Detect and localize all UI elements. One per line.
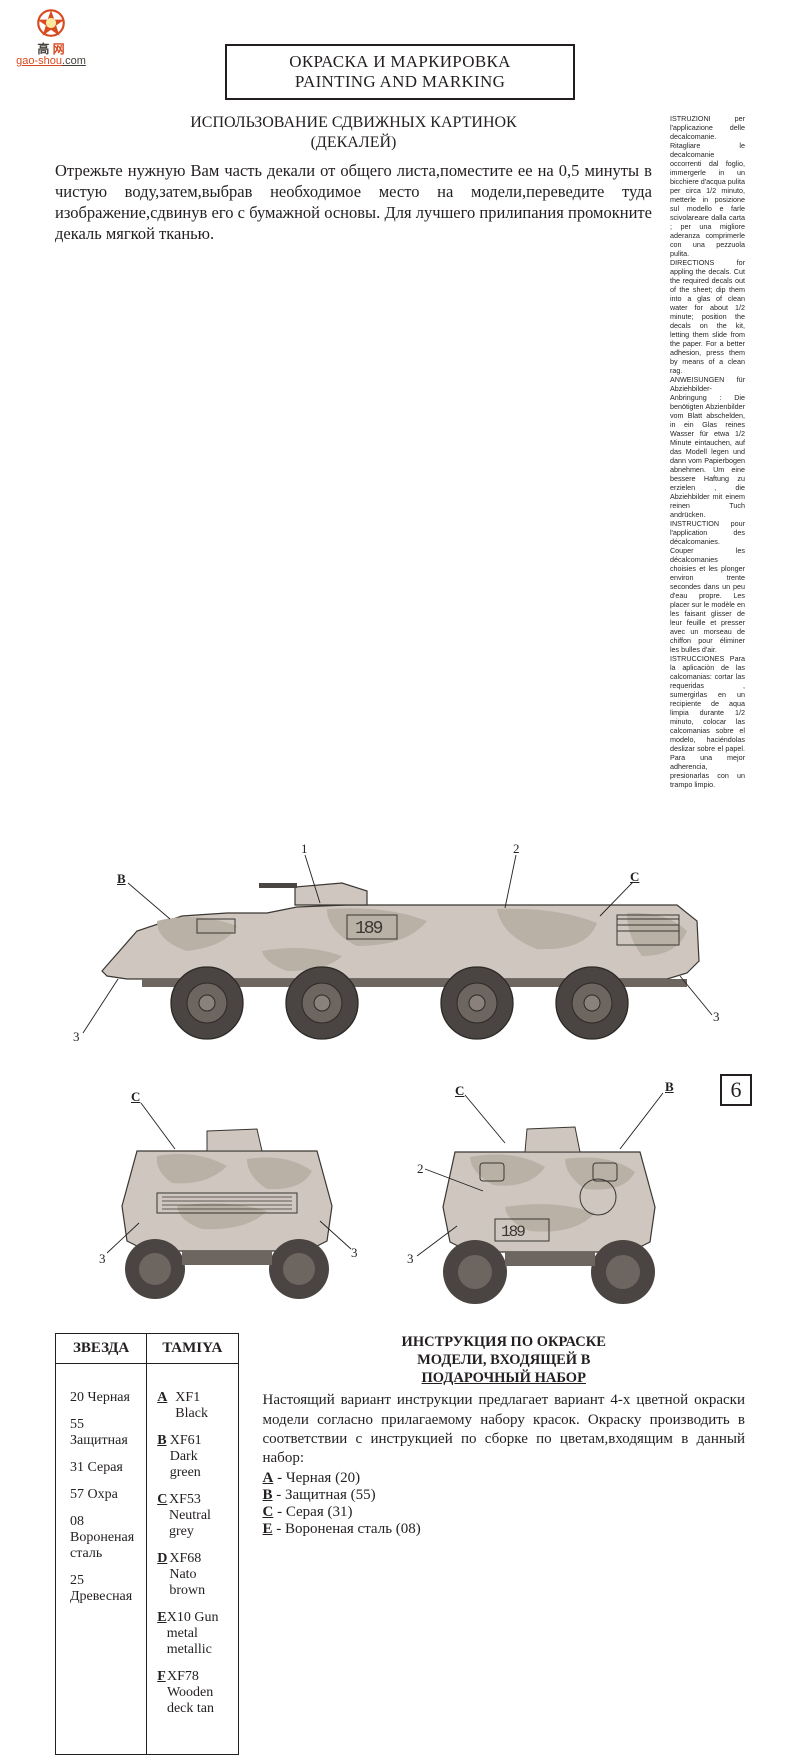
table-row: 57 Охра: [70, 1487, 134, 1503]
decal-subheading: (ДЕКАЛЕЙ): [55, 134, 652, 152]
multilingual-instructions: ISTRUZIONI per l'applicazione delle deca…: [670, 114, 745, 789]
table-row: EX10 Gun metal metallic: [157, 1610, 225, 1658]
table-row: 31 Серая: [70, 1460, 134, 1476]
table-row: 20 Черная: [70, 1390, 134, 1406]
decal-instructions: ИСПОЛЬЗОВАНИЕ СДВИЖНЫХ КАРТИНОК (ДЕКАЛЕЙ…: [55, 114, 652, 789]
paint-table: ЗВЕЗДА TAMIYA 20 Черная 55 Защитная 31 С…: [55, 1333, 239, 1755]
callout-rear-C: C: [131, 1089, 140, 1105]
lower-section: ЗВЕЗДА TAMIYA 20 Черная 55 Защитная 31 С…: [55, 1333, 745, 1755]
list-item: E - Вороненая сталь (08): [263, 1521, 746, 1538]
callout-front-3: 3: [407, 1251, 414, 1267]
site-logo: 高 网 gao-shou.com: [6, 6, 96, 67]
callout-side-1: 1: [301, 841, 308, 857]
callout-rear-3l: 3: [99, 1251, 106, 1267]
callout-front-2: 2: [417, 1161, 424, 1177]
callout-side-2: 2: [513, 841, 520, 857]
diagram-area: 189 B 1 2 C 3 3: [55, 811, 745, 1319]
gift-set-instructions: ИНСТРУКЦИЯ ПО ОКРАСКЕ МОДЕЛИ, ВХОДЯЩЕЙ В…: [263, 1333, 746, 1755]
upper-section: ИСПОЛЬЗОВАНИЕ СДВИЖНЫХ КАРТИНОК (ДЕКАЛЕЙ…: [55, 114, 745, 789]
callout-front-B: B: [665, 1079, 674, 1095]
table-row: 25 Древесная: [70, 1573, 134, 1605]
vehicle-rear-view: [107, 1111, 347, 1311]
logo-url: gao-shou.com: [16, 55, 86, 67]
callout-front-C: C: [455, 1083, 464, 1099]
gift-body: Настоящий вариант инструкции предлагает …: [263, 1391, 746, 1468]
decal-heading: ИСПОЛЬЗОВАНИЕ СДВИЖНЫХ КАРТИНОК: [55, 114, 652, 132]
table-row: BXF61 Dark green: [157, 1433, 225, 1481]
table-row: DXF68 Nato brown: [157, 1551, 225, 1599]
title-en: PAINTING AND MARKING: [235, 72, 565, 92]
decal-body: Отрежьте нужную Вам часть декали от обще…: [55, 160, 652, 244]
callout-side-3a: 3: [73, 1029, 80, 1045]
logo-icon: [34, 6, 68, 40]
callout-side-3b: 3: [713, 1009, 720, 1025]
table-row: 08 Вороненая сталь: [70, 1514, 134, 1562]
table-head-tamiya: TAMIYA: [147, 1334, 238, 1364]
table-row: AXF1 Black: [157, 1390, 225, 1422]
list-item: B - Защитная (55): [263, 1487, 746, 1504]
table-row: CXF53 Neutral grey: [157, 1492, 225, 1540]
table-row: 55 Защитная: [70, 1417, 134, 1449]
main-title-box: ОКРАСКА И МАРКИРОВКА PAINTING AND MARKIN…: [225, 44, 575, 100]
title-ru: ОКРАСКА И МАРКИРОВКА: [235, 52, 565, 72]
gift-heading: ИНСТРУКЦИЯ ПО ОКРАСКЕ МОДЕЛИ, ВХОДЯЩЕЙ В…: [263, 1333, 746, 1387]
list-item: A - Черная (20): [263, 1470, 746, 1487]
svg-text:189: 189: [501, 1223, 525, 1241]
callout-side-C: C: [630, 869, 639, 885]
vehicle-side-view: 189: [87, 861, 707, 1041]
svg-text:189: 189: [355, 919, 383, 939]
table-col-zvezda: 20 Черная 55 Защитная 31 Серая 57 Охра 0…: [56, 1364, 147, 1755]
callout-rear-3r: 3: [351, 1245, 358, 1261]
gift-color-list: A - Черная (20) B - Защитная (55) C - Се…: [263, 1470, 746, 1538]
page-number: 6: [720, 1074, 752, 1106]
table-head-zvezda: ЗВЕЗДА: [56, 1334, 147, 1364]
callout-side-B: B: [117, 871, 126, 887]
vehicle-front-view: 189: [425, 1107, 675, 1317]
table-col-tamiya: AXF1 Black BXF61 Dark green CXF53 Neutra…: [147, 1364, 238, 1755]
list-item: C - Серая (31): [263, 1504, 746, 1521]
table-row: FXF78 Wooden deck tan: [157, 1669, 225, 1717]
